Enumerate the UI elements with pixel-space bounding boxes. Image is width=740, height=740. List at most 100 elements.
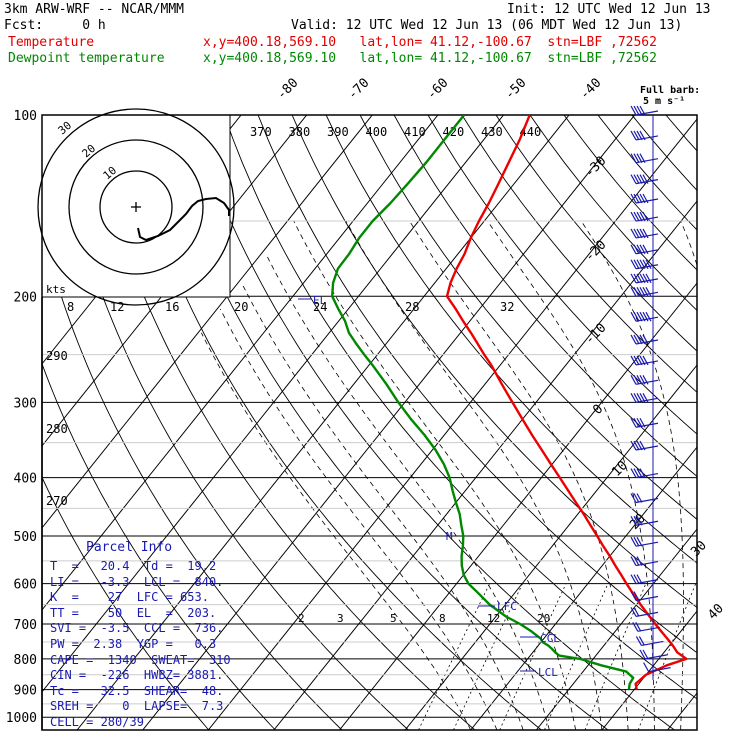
- parcel-info-row: CAPE = 1340 SWEAT= 310: [50, 652, 231, 667]
- wind-barb-shaft: [635, 520, 659, 526]
- moist-adiabat-line: [580, 220, 684, 730]
- dry-adiabat-line: [42, 476, 210, 730]
- theta-label: 430: [481, 125, 503, 139]
- wind-barb-flag: [642, 244, 649, 255]
- wind-barb-shaft: [635, 611, 659, 617]
- wind-barb-flag: [639, 468, 646, 478]
- mixing-ratio-label: 12: [487, 612, 500, 625]
- theta-left-label: 280: [46, 422, 68, 436]
- wind-barb: [630, 536, 659, 547]
- isotherm-label: 30: [688, 538, 710, 560]
- el-label: EL: [313, 294, 327, 307]
- wind-barb: [632, 622, 660, 632]
- wind-barb-flag: [639, 649, 646, 660]
- wind-barb-flag: [630, 211, 637, 222]
- parcel-info-row: CELL = 280/39: [50, 715, 144, 729]
- wind-barb-flag: [630, 607, 637, 617]
- pressure-tick-label: 300: [14, 396, 37, 411]
- moist-adiabat-line: [201, 332, 472, 730]
- moist-adiabat-line: [219, 308, 498, 730]
- pressure-tick-label: 100: [14, 109, 37, 124]
- wind-barb-flag: [636, 311, 643, 322]
- parcel-info-row: CIN = -226 HWBZ= 3881.: [50, 668, 224, 683]
- model-title: 3km ARW-WRF -- NCAR/MMM: [4, 2, 185, 17]
- theta-label: 390: [327, 125, 349, 139]
- wind-barb-flag: [636, 130, 643, 141]
- wind-barb-flag: [633, 440, 640, 451]
- wind-barb-flag: [636, 556, 643, 566]
- wind-barb-flag: [630, 153, 637, 163]
- lfc-label: LFC: [497, 600, 517, 613]
- wind-barb-flag: [633, 355, 640, 366]
- wind-barb-flag: [639, 193, 646, 204]
- mixing-ratio-line: [453, 583, 523, 730]
- wind-barb-flag: [630, 468, 637, 478]
- temperature-profile: [445, 115, 688, 690]
- valid-time: Valid: 12 UTC Wed 12 Jun 13 (06 MDT Wed …: [291, 18, 683, 33]
- isotherm-label: -30: [582, 154, 609, 181]
- wind-barb-flag: [630, 355, 637, 366]
- wind-barb-flag: [636, 211, 643, 222]
- hodograph-ring: [37, 108, 235, 306]
- hodograph-ring: [68, 139, 204, 275]
- moist-adiabat-line: [241, 282, 524, 730]
- wind-barb-flag: [630, 393, 637, 403]
- dry-adiabat-line: [461, 115, 697, 393]
- wind-barb-flag: [636, 393, 643, 403]
- dry-adiabat-line: [42, 227, 343, 730]
- wind-barb-shaft: [644, 654, 668, 660]
- wind-barb-flag: [630, 174, 637, 184]
- wind-barb: [630, 556, 659, 567]
- mixing-ratio-label: 5: [390, 612, 397, 625]
- wind-barb-flag: [630, 259, 637, 270]
- wind-barb-flag: [630, 515, 637, 526]
- dewpoint-location: x,y=400.18,569.10 lat,lon= 41.12,-100.67…: [203, 51, 657, 66]
- wind-barb-flag: [630, 536, 637, 547]
- moist-adiabat-line: [345, 220, 603, 730]
- wind-barb-flag: [639, 311, 646, 322]
- wind-barb: [630, 287, 659, 297]
- wind-barb-flag: [642, 649, 649, 660]
- mixing-ratio-line: [544, 583, 609, 730]
- wind-barb: [630, 493, 659, 504]
- wind-barb-flag: [639, 174, 646, 184]
- isotherm-line: [142, 115, 636, 730]
- isotherm-label: -10: [582, 321, 609, 348]
- wind-barb: [630, 591, 659, 602]
- wind-barb-flag: [642, 355, 649, 366]
- pressure-tick-label: 900: [14, 684, 37, 699]
- wind-barb-flag: [639, 130, 646, 141]
- hodograph-trace: [137, 196, 230, 242]
- wind-barb-flag: [642, 259, 649, 270]
- wind-barb: [630, 515, 659, 526]
- dry-adiabat-line: [393, 115, 697, 478]
- wind-barb-flag: [630, 273, 637, 284]
- pressure-tick-label: 700: [14, 618, 37, 633]
- isotherm-line: [535, 528, 697, 730]
- wind-barb-flag: [633, 334, 640, 345]
- isotherm-line: [733, 115, 740, 730]
- pressure-tick-label: 800: [14, 653, 37, 668]
- hodograph-units-label: kts: [46, 283, 66, 296]
- wind-barb-shaft: [637, 626, 660, 632]
- isotherm-line: [273, 200, 697, 730]
- wind-barb-flag: [635, 636, 642, 646]
- wind-barb-flag: [636, 574, 643, 584]
- hodograph-speed-label: 12: [110, 300, 124, 314]
- hodograph-speed-label: 32: [500, 300, 514, 314]
- mixing-ratio-label: 8: [439, 612, 446, 625]
- dry-adiabat-line: [427, 115, 697, 435]
- wind-barb-flag: [645, 259, 652, 270]
- wind-barb: [630, 244, 659, 255]
- dry-adiabat-line: [359, 115, 697, 520]
- isotherm-line: [667, 692, 697, 730]
- wind-barb-flag: [633, 574, 640, 584]
- wind-barb-flag: [630, 311, 637, 322]
- wind-barb-flag: [636, 287, 643, 297]
- parcel-info-row: T = 20.4 Td = 19.2: [50, 559, 217, 573]
- parcel-info-row: K = 27 LFC = 653.: [50, 590, 209, 605]
- hodograph-speed-label: 28: [405, 300, 419, 314]
- wind-barb-flag: [636, 334, 643, 345]
- dewpoint-legend-label: Dewpoint temperature: [8, 51, 165, 66]
